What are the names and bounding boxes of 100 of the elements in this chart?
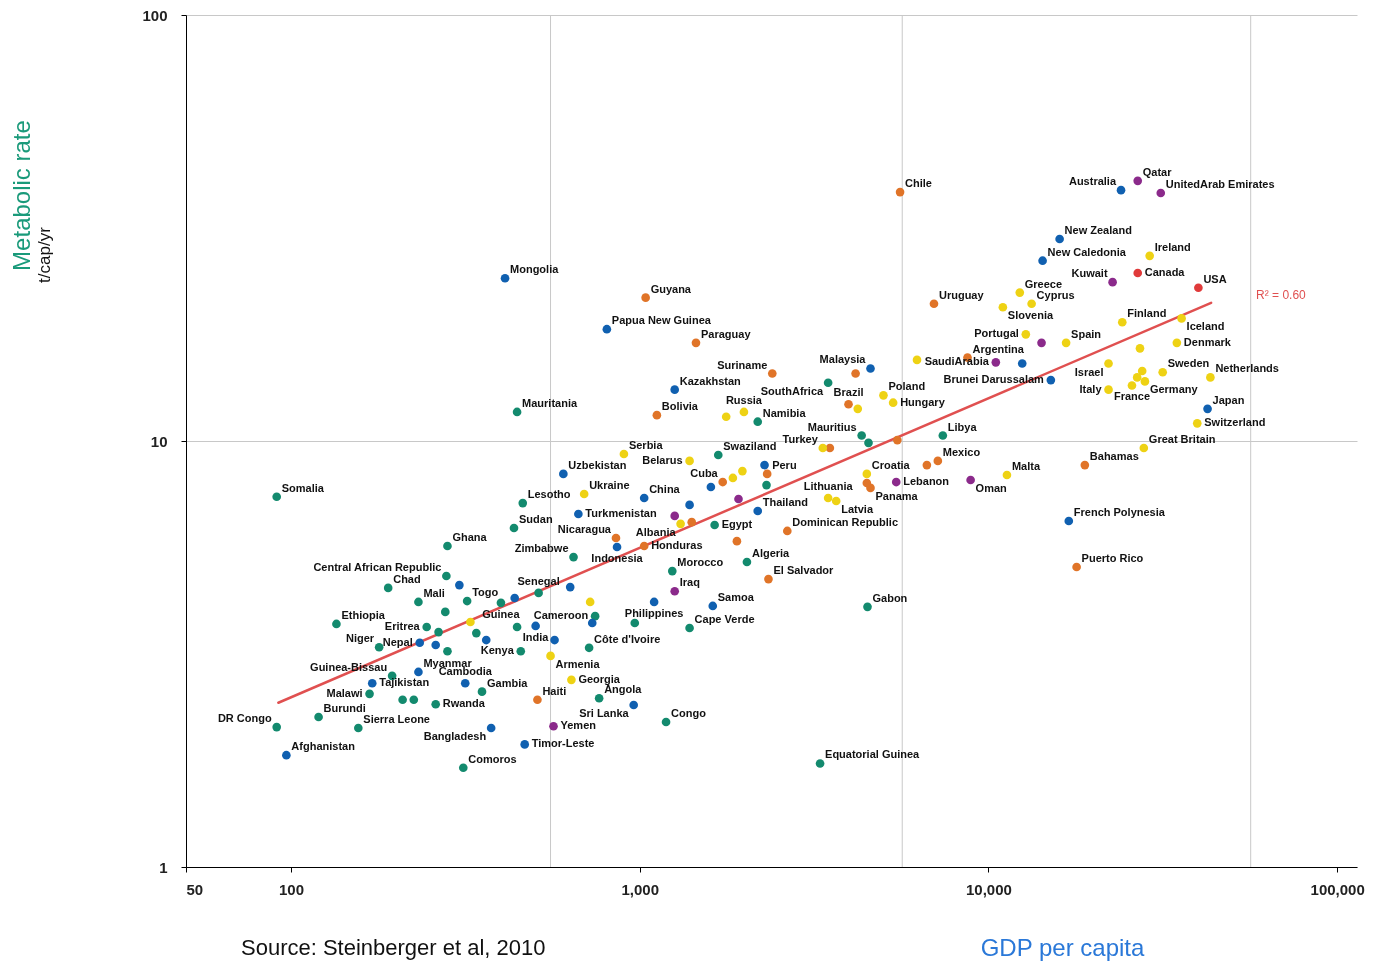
annotation: Sri Lanka [579, 707, 630, 720]
annotation: Eritrea [384, 619, 421, 632]
annotation: Senegal [517, 574, 560, 587]
annotation: Sudan [518, 512, 553, 525]
annotation: Switzerland [1204, 416, 1266, 429]
annotation: Kenya [480, 644, 515, 657]
annotation: Egypt [721, 518, 753, 531]
annotation: Ukraine [589, 478, 630, 491]
annotation: Gabon [872, 591, 908, 604]
source-note: Source: Steinberger et al, 2010 [241, 935, 546, 960]
annotation: Somalia [281, 481, 325, 494]
annotation: Great Britain [1148, 432, 1216, 445]
annotation: Poland [888, 380, 926, 393]
annotation: Nicaragua [557, 522, 612, 535]
annotation: Mauritius [807, 420, 857, 433]
annotation: Central African Republic [313, 561, 442, 574]
annotation: SaudiArabia [924, 355, 990, 368]
annotation: Mauritania [522, 396, 578, 409]
annotation: Iceland [1186, 320, 1225, 333]
annotation: Argentina [972, 342, 1025, 355]
annotation: Nepal [382, 635, 413, 648]
annotation: Haiti [542, 684, 567, 697]
annotation: Togo [472, 586, 499, 599]
annotation: Germany [1149, 383, 1199, 396]
annotation: Comoros [468, 752, 517, 765]
annotation: Rwanda [442, 697, 486, 710]
annotation: Canada [1144, 265, 1186, 278]
annotation: Lebanon [903, 475, 950, 488]
text: t/cap/yr [35, 226, 54, 283]
annotation: Yemen [560, 719, 597, 732]
annotation: Kazakhstan [679, 374, 742, 387]
annotation: Bahamas [1089, 450, 1139, 463]
annotation: Bolivia [661, 400, 699, 413]
annotation: Hungary [900, 395, 946, 408]
annotation: Ethiopia [341, 608, 386, 621]
annotation: Uzbekistan [568, 458, 627, 471]
x-axis-title: GDP per capita [980, 933, 1145, 961]
y-tick-label: 1 [159, 858, 168, 876]
annotation: Tajikistan [379, 676, 430, 689]
annotation: France [1113, 390, 1151, 403]
annotation: Uruguay [938, 288, 985, 301]
y-tick-label: 10 [150, 432, 168, 450]
annotation: Albania [635, 525, 677, 538]
annotation: Cyprus [1036, 288, 1075, 301]
annotation: Bangladesh [423, 729, 487, 742]
annotation: Thailand [762, 496, 808, 508]
x-tick-label: 10,000 [965, 880, 1012, 898]
annotation: Qatar [1142, 165, 1173, 178]
annotation: Lithuania [803, 479, 854, 492]
annotation: Slovenia [1007, 309, 1054, 322]
annotation: Portugal [974, 327, 1019, 340]
annotation: Croatia [871, 458, 911, 471]
annotation: Congo [671, 706, 707, 719]
annotation: Chad [393, 572, 421, 585]
annotation: Armenia [555, 657, 601, 670]
annotation: SouthAfrica [760, 384, 825, 397]
annotation: Turkmenistan [585, 506, 657, 519]
annotation: Afghanistan [291, 740, 356, 753]
annotation: Algeria [751, 546, 791, 559]
annotation: Georgia [578, 672, 621, 685]
annotation: New Zealand [1064, 223, 1132, 236]
annotation: DR Congo [217, 712, 272, 725]
annotation: Peru [772, 458, 797, 471]
x-tick-label: 1,000 [621, 880, 659, 898]
annotation: China [649, 482, 681, 495]
annotation: Denmark [1183, 335, 1232, 348]
annotation: Suriname [717, 358, 768, 371]
annotation: Sweden [1167, 357, 1210, 370]
annotation: Burundi [323, 701, 366, 714]
y-axis-title: Metabolic rate [7, 120, 35, 271]
annotation: Dominican Republic [792, 515, 899, 528]
annotation: Netherlands [1215, 362, 1279, 375]
annotation: Latvia [841, 503, 874, 516]
x-tick-label: 100 [278, 880, 304, 898]
annotation: El Salvador [773, 564, 835, 577]
annotation: Malawi [326, 686, 363, 699]
annotation: Chile [905, 177, 932, 190]
annotation: India [522, 630, 550, 643]
annotation: Panama [875, 489, 919, 502]
annotation: Guyana [650, 282, 692, 295]
annotation: Mexico [942, 445, 981, 458]
annotation: Japan [1212, 393, 1245, 406]
annotation: Australia [1068, 175, 1117, 188]
annotation: Cameroon [533, 609, 589, 622]
annotation: Papua New Guinea [611, 314, 712, 327]
text: R² = 0.60 [1256, 287, 1307, 302]
annotation: Morocco [677, 556, 724, 569]
annotation: Namibia [762, 406, 807, 419]
annotation: Philippines [624, 606, 684, 619]
annotation: Ireland [1154, 240, 1191, 253]
annotation: Lesotho [527, 488, 571, 501]
annotation: Turkey [782, 432, 819, 445]
annotation: Niger [346, 632, 375, 645]
annotation: Myanmar [423, 656, 473, 669]
annotation: New Caledonia [1047, 245, 1127, 258]
annotation: USA [1203, 272, 1227, 285]
annotation: Timor-Leste [531, 737, 595, 750]
annotation: Serbia [628, 439, 664, 452]
annotation: Ghana [452, 530, 488, 543]
annotation: French Polynesia [1073, 505, 1166, 518]
